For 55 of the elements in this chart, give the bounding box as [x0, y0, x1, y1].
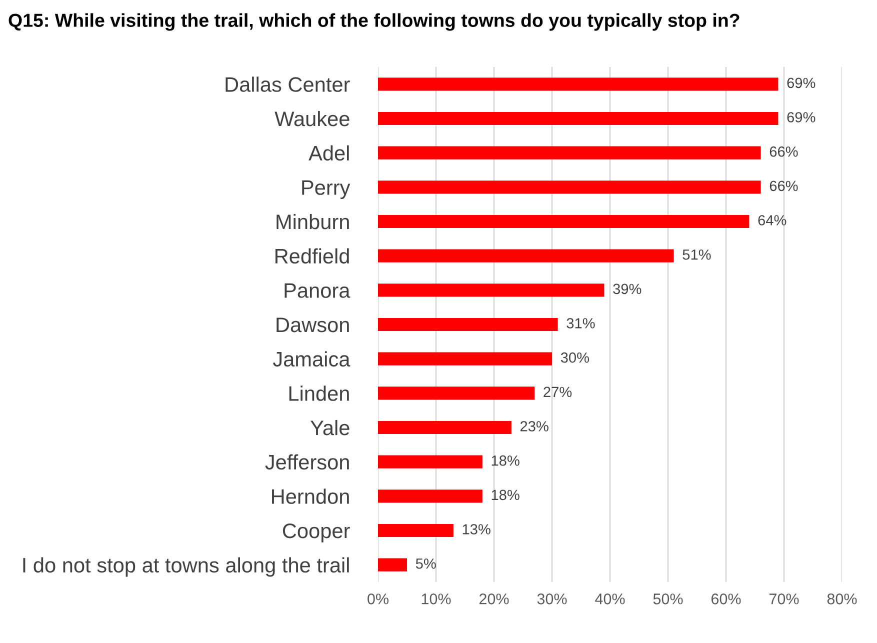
data-label: 27%: [544, 386, 572, 398]
x-tick-label: 30%: [537, 594, 567, 604]
y-tick-label: Minburn: [276, 214, 349, 230]
x-tick-label: 0%: [368, 594, 388, 604]
data-label: 66%: [770, 146, 798, 157]
bar: [378, 455, 482, 468]
bar: [378, 112, 778, 126]
y-tick-label: Waukee: [274, 110, 350, 126]
x-tick-label: 70%: [769, 594, 799, 604]
data-label: 66%: [770, 180, 798, 192]
y-tick-label: Cooper: [282, 524, 350, 542]
bar: [378, 386, 535, 400]
data-label: 51%: [682, 249, 711, 260]
bar: [378, 524, 454, 538]
data-label: 13%: [462, 524, 490, 534]
y-tick-label: Dallas Center: [226, 76, 350, 92]
y-tick-label: Jefferson: [265, 454, 349, 470]
bar: [378, 78, 778, 91]
bar: [378, 180, 761, 194]
y-tick-label: Adel: [308, 145, 349, 161]
y-tick-label: Panora: [284, 283, 350, 298]
x-tick-label: 50%: [653, 594, 683, 604]
bar: [378, 318, 558, 332]
y-tick-label: Redfield: [276, 248, 349, 264]
y-tick-label: Yale: [310, 420, 350, 436]
x-tick-label: 80%: [827, 594, 857, 604]
data-label: 69%: [787, 78, 816, 88]
bar: [378, 490, 482, 503]
bar: [378, 214, 750, 228]
x-tick-label: 10%: [422, 594, 451, 604]
bar: [378, 284, 604, 297]
y-tick-label: Jamaica: [272, 351, 350, 367]
data-label: 31%: [566, 318, 595, 328]
data-label: 39%: [613, 284, 642, 294]
data-label: 18%: [492, 490, 520, 500]
bar: [378, 249, 674, 262]
y-tick-label: Dawson: [276, 318, 349, 332]
y-tick-label: Herndon: [272, 488, 349, 504]
x-tick-label: 60%: [711, 594, 741, 604]
chart-title: Q15: While visiting the trail, which of the following towns do you typically stop in?: [8, 13, 740, 31]
data-label: 5%: [416, 558, 436, 569]
x-tick-label: 20%: [479, 594, 509, 604]
data-label: 23%: [520, 421, 548, 432]
y-tick-label: Linden: [289, 386, 349, 401]
bar: [378, 420, 512, 434]
data-label: 30%: [560, 352, 590, 363]
data-label: 18%: [492, 455, 520, 466]
x-tick-label: 40%: [595, 594, 625, 604]
data-label: 69%: [787, 112, 816, 122]
data-label: 64%: [758, 215, 786, 226]
y-tick-label: Perry: [302, 180, 350, 200]
bar: [378, 352, 552, 366]
y-tick-label: I do not stop at towns along the trail: [23, 557, 349, 577]
bar: [378, 558, 407, 572]
bar: [378, 146, 761, 160]
